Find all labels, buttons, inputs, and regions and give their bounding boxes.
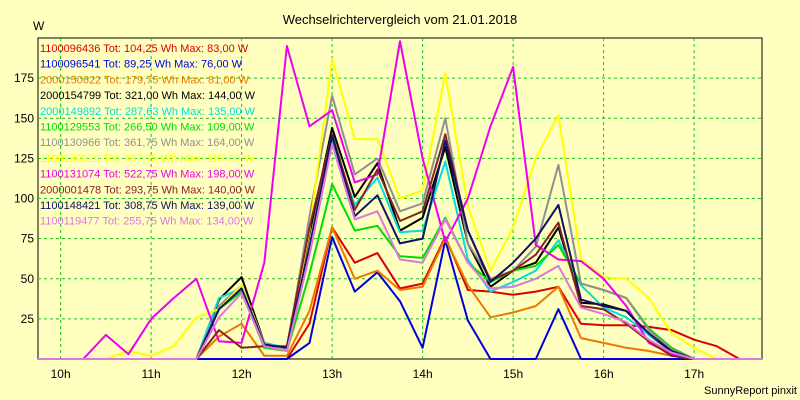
- x-tick-label: 13h: [322, 367, 342, 381]
- legend-entry: 1100130966 Tot: 361,75 Wh Max: 164,00 W: [40, 137, 255, 149]
- legend-entry: 1100096541 Tot: 89,25 Wh Max: 76,00 W: [40, 59, 243, 71]
- legend-entry: 1100119477 Tot: 255,75 Wh Max: 134,00 W: [40, 216, 254, 228]
- series-lines: [38, 40, 762, 360]
- y-tick-label: 175: [14, 71, 34, 85]
- x-tick-label: 14h: [413, 367, 433, 381]
- series-line: [38, 142, 762, 360]
- x-tick-label: 15h: [503, 367, 523, 381]
- axes: 25 50 75 100 125 150 175 10h 11h 12h 13h 14h 15h 16h 1…: [14, 71, 704, 381]
- legend-entry: 2000154799 Tot: 321,00 Wh Max: 144,00 W: [40, 90, 256, 102]
- x-tick-label: 10h: [51, 367, 71, 381]
- legend-entry: 2000149892 Tot: 287,63 Wh Max: 135,00 W: [40, 106, 256, 118]
- legend-entry: 2000150622 Tot: 179,75 Wh Max: 81,00 W: [40, 74, 250, 86]
- legend-entry: 1100130020 Tot: 467,75 Wh Max: 187,00 W: [40, 153, 255, 165]
- y-tick-label: 100: [14, 192, 34, 206]
- y-tick-label: 150: [14, 111, 34, 125]
- y-axis-unit: W: [33, 19, 45, 33]
- x-tick-label: 17h: [684, 367, 704, 381]
- legend-entry: 1100129553 Tot: 266,50 Wh Max: 109,00 W: [40, 122, 255, 134]
- legend-entry: 1100096436 Tot: 104,25 Wh Max: 83,00 W: [40, 43, 249, 55]
- series-line: [38, 57, 762, 360]
- y-tick-label: 75: [21, 232, 35, 246]
- x-tick-label: 16h: [594, 367, 614, 381]
- legend-entry: 1100131074 Tot: 522,75 Wh Max: 198,00 W: [40, 169, 255, 181]
- legend-entry: 2000001478 Tot: 293,75 Wh Max: 140,00 W: [40, 184, 256, 196]
- footer-credit: SunnyReport pinxit: [704, 385, 797, 397]
- y-tick-label: 25: [21, 312, 35, 326]
- series-line: [38, 40, 762, 360]
- legend-entry: 1100148421 Tot: 308,75 Wh Max: 139,00 W: [40, 200, 255, 212]
- y-tick-label: 50: [21, 272, 35, 286]
- legend: 1100096436 Tot: 104,25 Wh Max: 83,00 W 11…: [40, 43, 256, 228]
- x-tick-label: 12h: [232, 367, 252, 381]
- chart-title: Wechselrichtervergleich vom 21.01.2018: [283, 12, 518, 27]
- y-tick-label: 125: [14, 151, 34, 165]
- x-tick-label: 11h: [142, 367, 161, 381]
